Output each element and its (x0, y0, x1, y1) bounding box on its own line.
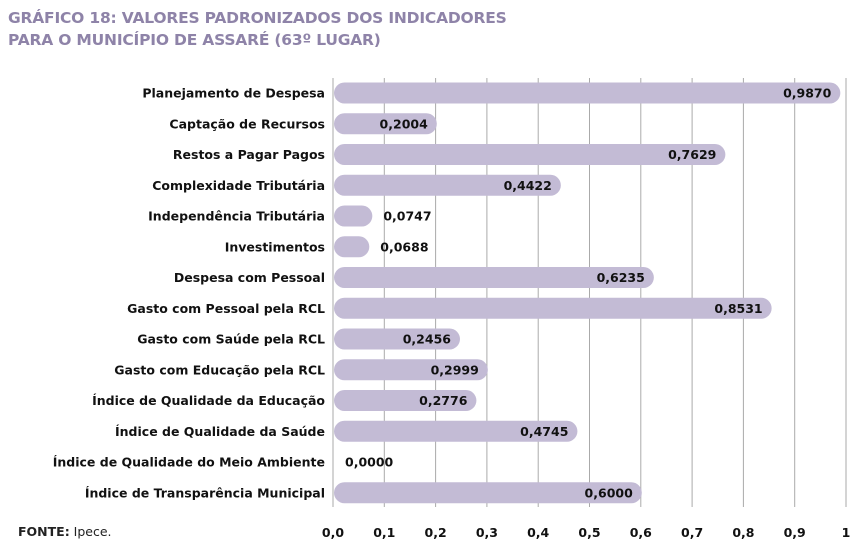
data-label: 0,6235 (597, 270, 645, 285)
x-tick-label: 0,5 (578, 525, 600, 540)
bar (334, 174, 561, 196)
data-label: 0,9870 (783, 86, 832, 101)
bar (334, 113, 437, 135)
category-label: Captação de Recursos (169, 116, 325, 131)
category-label: Índice de Transparência Municipal (85, 485, 325, 500)
data-label: 0,6000 (585, 485, 634, 500)
x-tick-label: 1 (842, 525, 851, 540)
bar (334, 82, 841, 104)
category-label: Investimentos (225, 239, 325, 254)
bar (334, 236, 370, 258)
data-label: 0,0688 (380, 239, 428, 254)
x-tick-label: 0,0 (322, 525, 344, 540)
category-label: Índice de Qualidade da Educação (92, 393, 325, 408)
bar (334, 390, 477, 411)
data-label: 0,4745 (520, 424, 568, 439)
x-tick-label: 0,9 (784, 525, 806, 540)
x-tick-label: 0,8 (732, 525, 754, 540)
bar (334, 482, 642, 504)
data-label: 0,7629 (668, 147, 716, 162)
data-label: 0,2456 (403, 332, 452, 347)
x-tick-label: 0,7 (681, 525, 703, 540)
data-label: 0,0000 (345, 455, 394, 470)
bar (334, 297, 772, 319)
category-label: Despesa com Pessoal (174, 270, 325, 285)
data-label: 0,4422 (504, 178, 552, 193)
bar (334, 359, 488, 381)
data-label: 0,2999 (431, 362, 479, 377)
x-tick-label: 0,4 (527, 525, 549, 540)
data-label: 0,2776 (419, 393, 468, 408)
source-label: FONTE: (18, 524, 70, 539)
source-text: Ipece. (69, 524, 112, 539)
x-tick-label: 0,2 (425, 525, 447, 540)
bar (334, 144, 726, 165)
category-label: Planejamento de Despesa (142, 86, 325, 101)
category-label: Independência Tributária (148, 209, 325, 224)
bar (334, 267, 654, 288)
category-label: Restos a Pagar Pagos (173, 147, 325, 162)
chart-title: GRÁFICO 18: VALORES PADRONIZADOS DOS IND… (8, 7, 507, 51)
data-label: 0,8531 (714, 301, 762, 316)
data-label: 0,2004 (380, 116, 429, 131)
bar (334, 205, 373, 227)
category-label: Gasto com Pessoal pela RCL (127, 301, 325, 316)
chart-title-line-1: GRÁFICO 18: VALORES PADRONIZADOS DOS IND… (8, 9, 507, 27)
category-label: Complexidade Tributária (152, 178, 325, 193)
chart-title-line-2: PARA O MUNICÍPIO DE ASSARÉ (63º LUGAR) (8, 31, 381, 49)
x-tick-label: 0,3 (476, 525, 498, 540)
category-label: Gasto com Saúde pela RCL (137, 332, 325, 347)
bar (334, 420, 578, 442)
category-label: Índice de Qualidade da Saúde (115, 424, 325, 439)
data-label: 0,0747 (383, 209, 431, 224)
x-tick-label: 0,6 (630, 525, 652, 540)
x-tick-label: 0,1 (373, 525, 395, 540)
bar (334, 328, 460, 350)
category-label: Índice de Qualidade do Meio Ambiente (53, 455, 325, 470)
category-label: Gasto com Educação pela RCL (114, 362, 325, 377)
source-note: FONTE: Ipece. (18, 524, 112, 539)
